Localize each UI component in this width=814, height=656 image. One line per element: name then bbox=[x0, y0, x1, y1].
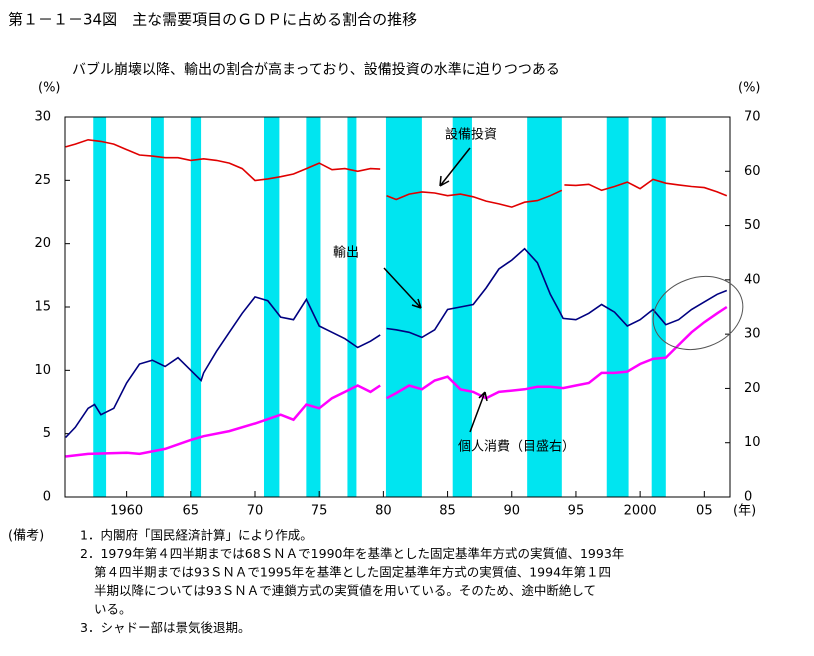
arrow bbox=[383, 267, 422, 309]
note-line: 1．内閣府「国民経済計算」により作成。 bbox=[80, 528, 313, 543]
note-line: 第４四半期までは93ＳＮＡで1995年を基準とした固定基準年方式の実質値、199… bbox=[94, 565, 611, 580]
x-tick-label: 75 bbox=[311, 504, 328, 519]
note-line: 2．1979年第４四半期までは68ＳＮＡで1990年を基準とした固定基準年方式の… bbox=[80, 546, 624, 561]
recession-shade bbox=[263, 117, 280, 497]
note-line: いる。 bbox=[94, 602, 132, 617]
y2-tick-label: 30 bbox=[744, 327, 761, 342]
x-tick-label: 90 bbox=[503, 504, 520, 519]
x-tick-label: 95 bbox=[568, 504, 585, 519]
y-tick-label: 20 bbox=[34, 236, 51, 251]
arrow bbox=[469, 391, 488, 433]
y2-label: (%) bbox=[738, 81, 761, 96]
x-tick-label: 05 bbox=[696, 504, 713, 519]
recession-shade bbox=[651, 117, 666, 497]
recession-shade bbox=[306, 117, 321, 497]
x-tick-label: 2000 bbox=[624, 504, 657, 519]
y2-tick-label: 20 bbox=[744, 381, 761, 396]
recession-shade bbox=[527, 117, 562, 497]
x-tick-label: 65 bbox=[183, 504, 200, 519]
y2-tick-label: 60 bbox=[744, 164, 761, 179]
recession-shade bbox=[190, 117, 202, 497]
y-tick-label: 0 bbox=[43, 490, 51, 505]
chart-title: 第１－１－34図 主な需要項目のＧＤＰに占める割合の推移 bbox=[8, 11, 417, 29]
y2-tick-label: 40 bbox=[744, 272, 761, 287]
y-tick-label: 15 bbox=[34, 300, 51, 315]
y2-tick-label: 10 bbox=[744, 435, 761, 450]
series-line bbox=[65, 305, 728, 458]
recession-shade bbox=[151, 117, 164, 497]
series-label: 輸出 bbox=[333, 246, 359, 261]
series-line bbox=[65, 138, 728, 208]
recession-shade bbox=[93, 117, 107, 497]
note-line: 半期以降については93ＳＮＡで連鎖方式の実質値を用いている。そのため、途中断絶し… bbox=[94, 583, 596, 598]
y-tick-label: 10 bbox=[34, 363, 51, 378]
y2-tick-label: 70 bbox=[744, 110, 761, 125]
x-label: (年) bbox=[733, 504, 756, 519]
subtitle: バブル崩壊以降、輸出の割合が高まっており、設備投資の水準に迫りつつある bbox=[72, 61, 560, 78]
series-label: 設備投資 bbox=[445, 127, 497, 143]
x-tick-label: 85 bbox=[439, 504, 456, 519]
y2-tick-label: 0 bbox=[744, 490, 752, 505]
note-line: 3．シャドー部は景気後退期。 bbox=[80, 620, 250, 635]
y-tick-label: 5 bbox=[43, 426, 51, 441]
series-line bbox=[65, 247, 728, 439]
y2-tick-label: 50 bbox=[744, 218, 761, 233]
recession-shade bbox=[606, 117, 629, 497]
x-tick-label: 70 bbox=[247, 504, 264, 519]
y-tick-label: 30 bbox=[34, 110, 51, 125]
y-label: (%) bbox=[38, 81, 61, 96]
notes-head: (備考) bbox=[8, 528, 44, 544]
x-tick-label: 1960 bbox=[110, 504, 143, 519]
series-label: 個人消費（目盛右） bbox=[458, 440, 575, 455]
recession-shade bbox=[347, 117, 357, 497]
highlight-ellipse bbox=[652, 276, 744, 350]
y-tick-label: 25 bbox=[34, 173, 51, 188]
arrow bbox=[439, 147, 471, 187]
x-tick-label: 80 bbox=[375, 504, 392, 519]
